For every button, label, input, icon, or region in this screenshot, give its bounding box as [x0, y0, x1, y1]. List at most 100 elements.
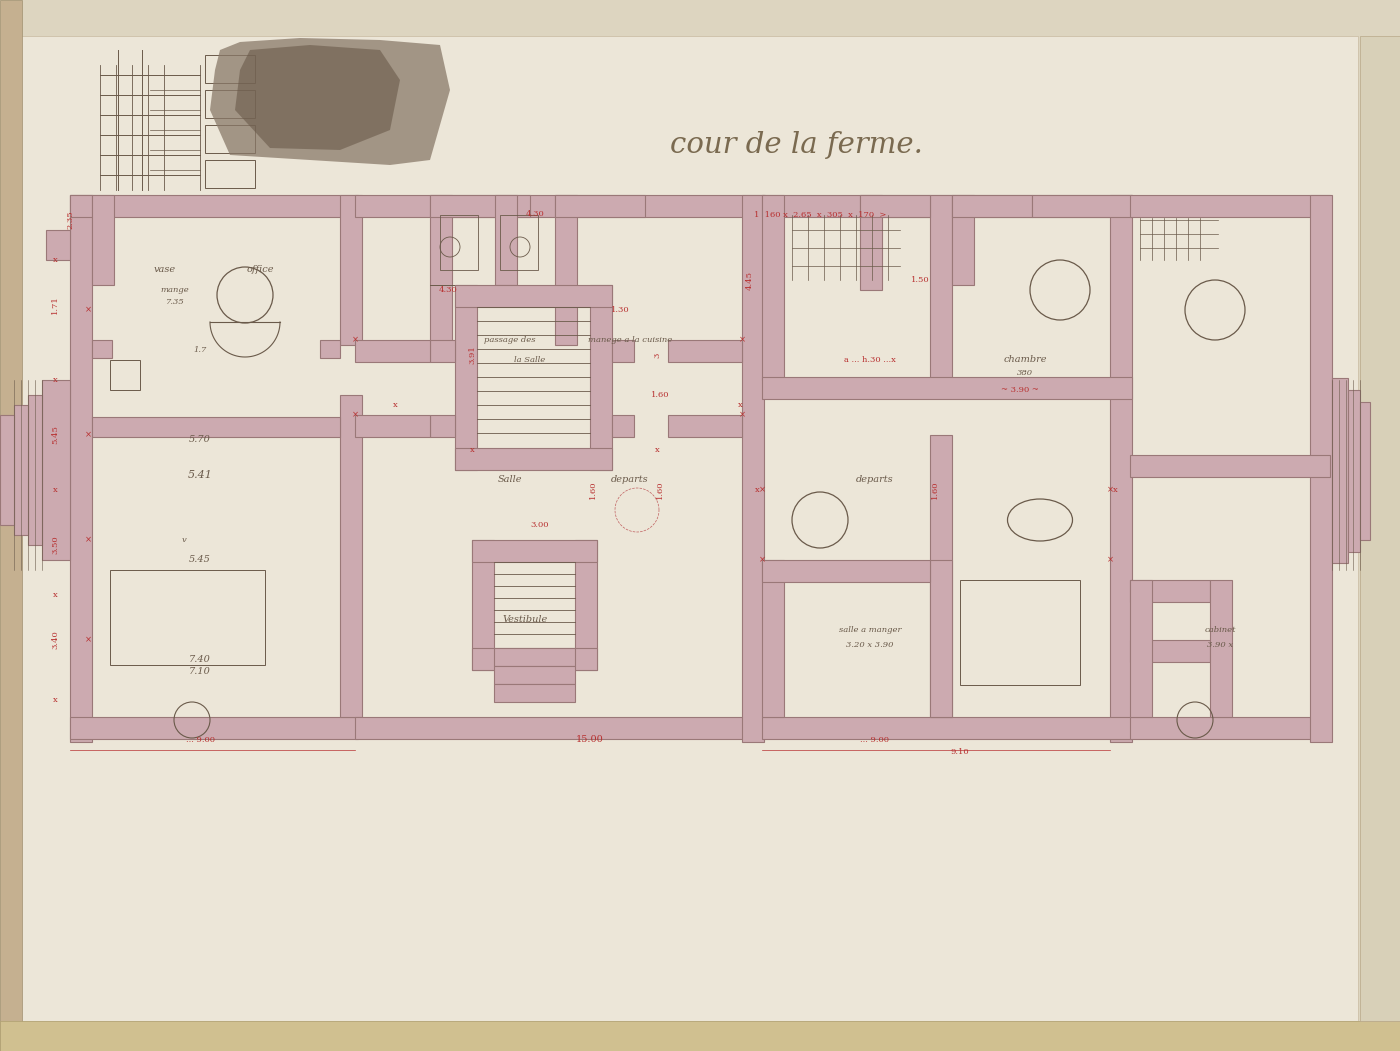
Text: 5.45: 5.45	[50, 426, 59, 445]
Text: ×: ×	[1106, 486, 1113, 495]
Text: 5.41: 5.41	[188, 470, 213, 480]
Bar	[430, 415, 455, 437]
Bar	[1210, 580, 1232, 717]
Text: x: x	[53, 591, 57, 599]
Text: passage des: passage des	[484, 336, 536, 344]
Text: 1.60: 1.60	[657, 480, 664, 499]
Text: x: x	[655, 446, 659, 454]
Polygon shape	[210, 38, 449, 165]
Bar	[356, 195, 764, 217]
Text: chambre: chambre	[1004, 355, 1047, 365]
Bar	[204, 160, 255, 188]
Text: 7.10: 7.10	[189, 667, 211, 677]
Bar	[494, 684, 575, 702]
Text: ~ 3.90 ~: ~ 3.90 ~	[1001, 386, 1039, 394]
Text: ×: ×	[759, 486, 766, 495]
Bar	[1032, 195, 1133, 217]
Text: 7.40: 7.40	[189, 656, 211, 664]
Bar	[356, 341, 430, 362]
Text: vase: vase	[154, 266, 176, 274]
Bar	[455, 448, 612, 470]
Bar	[575, 540, 596, 669]
Bar	[762, 560, 930, 582]
Bar	[455, 285, 477, 470]
Bar	[455, 285, 612, 307]
Text: 1.50: 1.50	[910, 276, 930, 284]
Bar	[1130, 580, 1152, 717]
Bar	[930, 560, 952, 717]
Text: 1  160 x  2.65  x  305  x  170  >: 1 160 x 2.65 x 305 x 170 >	[753, 211, 886, 219]
Bar	[42, 380, 70, 560]
Text: 3.50: 3.50	[50, 536, 59, 554]
Bar	[340, 195, 363, 345]
Text: 380: 380	[1016, 369, 1033, 377]
Text: x: x	[1113, 486, 1117, 494]
Text: x: x	[755, 486, 759, 494]
Text: 15.00: 15.00	[577, 736, 603, 744]
Bar	[762, 717, 1133, 739]
Bar	[762, 195, 784, 380]
Text: 5.45: 5.45	[189, 556, 211, 564]
Bar	[340, 395, 363, 717]
Bar	[440, 215, 477, 270]
Text: ×: ×	[84, 306, 91, 314]
Text: 5.70: 5.70	[189, 435, 211, 445]
Bar	[0, 415, 14, 526]
Bar	[70, 717, 358, 739]
Bar	[430, 341, 455, 362]
Text: 3.91: 3.91	[468, 346, 476, 365]
Bar	[860, 195, 882, 290]
Text: 3.90 x: 3.90 x	[1207, 641, 1233, 650]
Text: manege a la cuisine: manege a la cuisine	[588, 336, 672, 344]
Text: 1.60: 1.60	[651, 391, 669, 399]
Bar	[472, 540, 596, 562]
Text: x: x	[738, 401, 742, 409]
Text: Salle: Salle	[498, 475, 522, 485]
Bar	[321, 341, 340, 358]
Text: ×: ×	[84, 431, 91, 439]
Text: 1.71: 1.71	[50, 295, 59, 314]
Text: ×: ×	[351, 335, 358, 345]
Text: mange: mange	[161, 286, 189, 294]
Text: ×: ×	[739, 335, 745, 345]
Text: x: x	[53, 696, 57, 704]
Text: ×: ×	[739, 411, 745, 419]
Text: ... 9.00: ... 9.00	[861, 736, 889, 744]
Text: ×: ×	[84, 536, 91, 544]
Text: ×: ×	[84, 636, 91, 644]
Bar	[28, 395, 42, 545]
Text: ×: ×	[1106, 556, 1113, 564]
Bar	[0, 1021, 1400, 1051]
Bar	[930, 435, 952, 717]
Bar	[1348, 390, 1359, 552]
Bar	[554, 195, 645, 217]
Bar	[1310, 195, 1331, 742]
Bar	[472, 540, 494, 669]
Text: ... 9.00: ... 9.00	[185, 736, 214, 744]
Bar	[111, 570, 265, 665]
Bar	[430, 195, 531, 217]
Text: 4.30: 4.30	[525, 210, 545, 218]
Bar	[960, 580, 1079, 685]
Bar	[356, 415, 430, 437]
Bar	[930, 195, 952, 380]
Bar	[762, 560, 784, 717]
Bar	[762, 377, 1133, 399]
Bar	[762, 195, 1133, 217]
Bar	[1110, 195, 1133, 742]
Text: 2.35: 2.35	[66, 210, 74, 229]
Polygon shape	[235, 45, 400, 150]
Bar	[1130, 717, 1330, 739]
Bar	[204, 125, 255, 153]
Bar	[1130, 580, 1210, 602]
Bar	[1359, 401, 1371, 540]
Bar	[742, 195, 764, 742]
Bar	[204, 90, 255, 118]
Text: 3.00: 3.00	[531, 521, 549, 529]
Bar	[92, 417, 340, 437]
Bar	[70, 195, 358, 217]
Bar	[1359, 36, 1400, 1021]
Bar	[494, 648, 575, 666]
Text: departs: departs	[612, 475, 648, 485]
Bar	[554, 195, 577, 345]
